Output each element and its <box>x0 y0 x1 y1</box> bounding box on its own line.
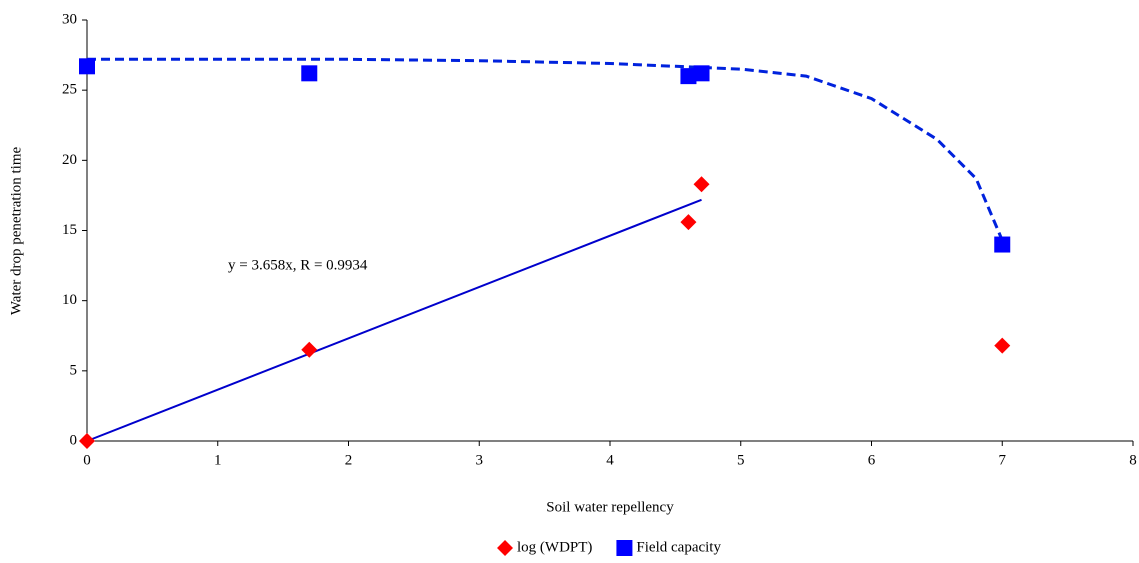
y-axis-label: Water drop penetration time <box>8 147 24 316</box>
trendline <box>87 57 1004 241</box>
x-tick-label: 0 <box>83 452 91 468</box>
legend-label: Field capacity <box>636 539 721 555</box>
y-tick-label: 5 <box>70 362 78 378</box>
point <box>301 341 318 358</box>
trendline <box>86 198 702 442</box>
x-tick-label: 6 <box>868 452 876 468</box>
point <box>680 214 697 231</box>
point <box>693 65 710 82</box>
x-tick-label: 8 <box>1129 452 1137 468</box>
x-tick-label: 7 <box>999 452 1007 468</box>
legend-label: log (WDPT) <box>517 539 592 555</box>
point <box>680 68 697 85</box>
y-tick-label: 0 <box>70 432 78 448</box>
x-tick-label: 3 <box>476 452 484 468</box>
annotation: y = 3.658x, R = 0.9934 <box>228 257 368 273</box>
point <box>79 433 95 449</box>
y-tick-label: 15 <box>62 222 77 238</box>
point <box>994 337 1011 354</box>
legend-swatch <box>616 540 633 556</box>
legend-swatch <box>497 540 514 556</box>
x-tick-label: 2 <box>345 452 353 468</box>
y-tick-label: 25 <box>62 82 77 98</box>
x-tick-label: 1 <box>214 452 222 468</box>
point <box>994 236 1011 253</box>
point <box>693 176 710 193</box>
y-tick-label: 10 <box>62 292 77 308</box>
y-tick-label: 30 <box>62 11 77 27</box>
y-tick-label: 20 <box>62 152 77 168</box>
x-tick-label: 5 <box>737 452 745 468</box>
point <box>79 58 95 75</box>
x-tick-label: 4 <box>606 452 614 468</box>
x-axis-label: Soil water repellency <box>546 499 674 515</box>
point <box>301 65 318 82</box>
